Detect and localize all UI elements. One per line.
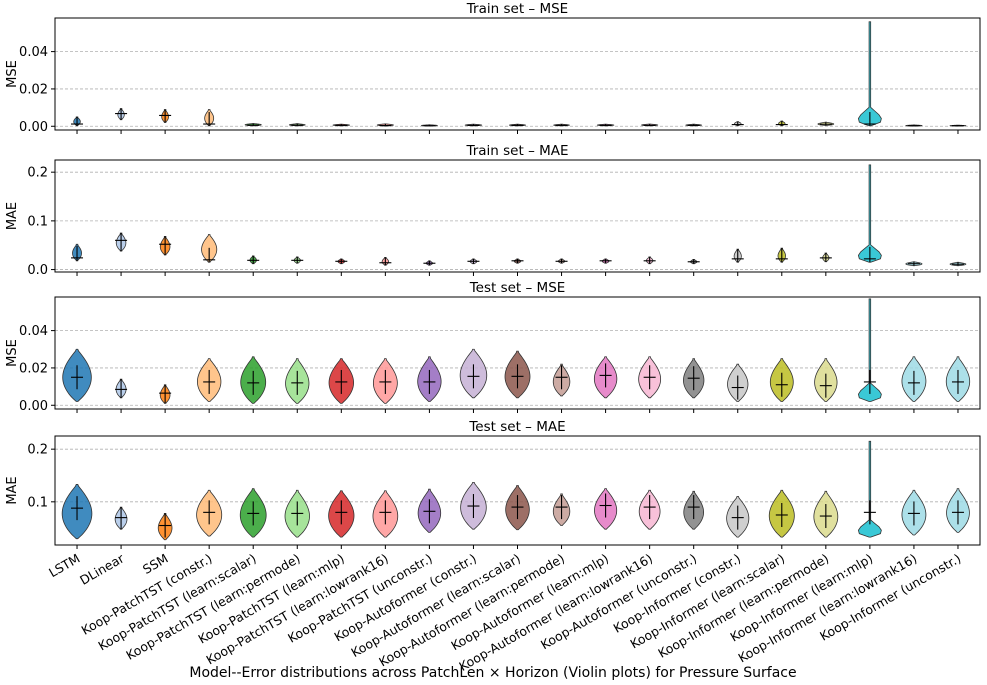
panel-frame xyxy=(54,17,981,131)
y-axis-label: MSE xyxy=(5,339,20,367)
panel-3: 0.00 0.02 0.04 Test set – MSE MSE xyxy=(5,280,981,414)
y-tick-label: 0.00 xyxy=(19,120,48,135)
y-axis-label: MAE xyxy=(5,476,20,504)
y-tick-label: 0.2 xyxy=(27,443,48,458)
violin-19 xyxy=(857,164,882,263)
y-axis-label: MAE xyxy=(5,202,20,230)
y-axis-label: MSE xyxy=(5,60,20,88)
category-label: SSM xyxy=(140,551,171,577)
y-tick-label: 0.0 xyxy=(27,263,48,278)
panel-title: Train set – MAE xyxy=(465,143,568,159)
violin-19 xyxy=(857,21,882,127)
violin-19 xyxy=(857,440,882,538)
y-tick-label: 0.02 xyxy=(19,361,48,376)
category-label: DLinear xyxy=(77,550,127,588)
figure-caption: Model--Error distributions across PatchL… xyxy=(189,665,796,681)
violin-19 xyxy=(857,298,882,402)
panel-4: 0.1 0.2 Test set – MAE MAE xyxy=(5,419,981,549)
y-tick-label: 0.1 xyxy=(27,214,48,229)
panel-title: Test set – MSE xyxy=(469,280,566,296)
panel-title: Train set – MSE xyxy=(466,1,568,17)
panels-layer: 0.00 0.02 0.04 Train set – MSE MSE 0.0 0.1 0.2 T… xyxy=(5,1,981,549)
y-tick-label: 0.04 xyxy=(19,324,48,339)
y-tick-label: 0.04 xyxy=(19,45,48,60)
panel-2: 0.0 0.1 0.2 Train set – MAE MAE xyxy=(5,143,981,278)
panel-1: 0.00 0.02 0.04 Train set – MSE MSE xyxy=(5,1,981,135)
y-tick-label: 0.2 xyxy=(27,166,48,181)
y-tick-label: 0.02 xyxy=(19,82,48,97)
y-tick-label: 0.00 xyxy=(19,399,48,414)
y-tick-label: 0.1 xyxy=(27,495,48,510)
panel-frame xyxy=(54,159,981,273)
panel-title: Test set – MAE xyxy=(468,419,565,435)
